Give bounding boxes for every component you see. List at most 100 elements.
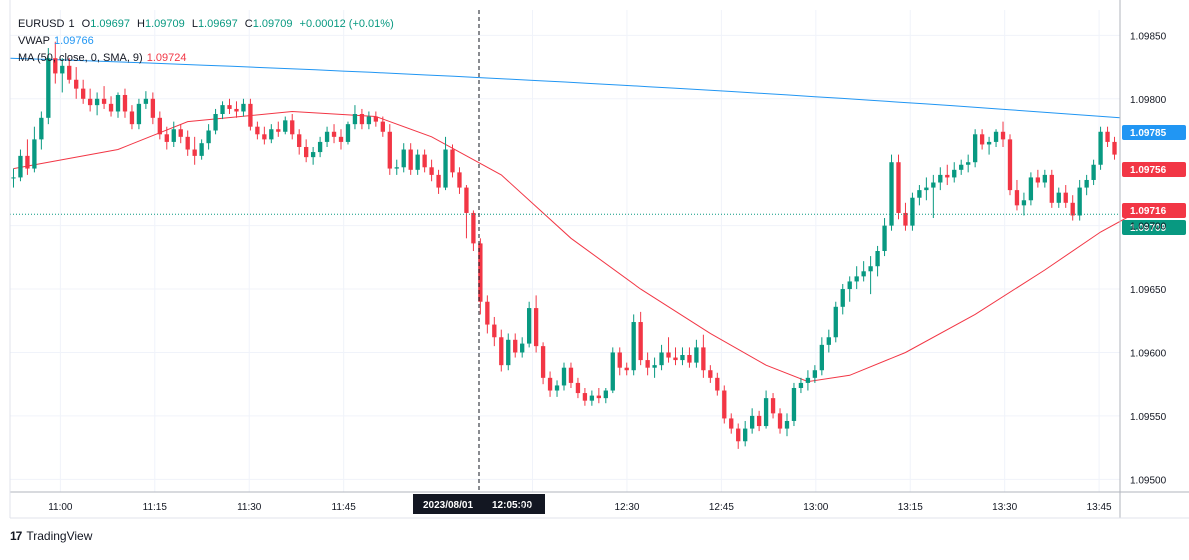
candle-body: [74, 79, 79, 89]
candle-body: [812, 370, 818, 378]
candle-body: [304, 146, 309, 158]
candle: [283, 116, 288, 135]
candle-body: [492, 324, 497, 338]
candle-body: [269, 129, 274, 140]
candle: [638, 311, 643, 366]
candle: [1084, 174, 1089, 196]
legend-vwap[interactable]: VWAP 1.09766: [18, 34, 98, 48]
candle: [554, 380, 560, 397]
candle: [972, 129, 978, 168]
candle-body: [443, 149, 448, 188]
candle-body: [540, 346, 546, 378]
overlays-layer: 2023/08/01 12:05:00 1.09785 1.09756 1.09716 1…: [10, 10, 1186, 514]
candle: [993, 129, 999, 147]
x-axis-tick-label: 11:15: [143, 502, 168, 513]
candle-body: [241, 103, 246, 112]
candle-body: [694, 347, 699, 363]
candle: [945, 164, 950, 186]
candle: [338, 129, 344, 150]
candle: [373, 111, 379, 127]
candle-body: [603, 390, 608, 399]
candle-body: [763, 398, 769, 427]
candle: [415, 149, 420, 175]
candle: [269, 124, 274, 144]
candle-body: [81, 88, 86, 99]
candle-body: [1042, 174, 1047, 183]
candle-body: [854, 276, 859, 282]
candle: [366, 111, 372, 130]
footer-brand[interactable]: 17 TradingView: [10, 529, 92, 543]
candle: [547, 371, 553, 397]
candle: [582, 387, 588, 406]
candle: [840, 283, 845, 315]
candle: [304, 139, 309, 163]
candle-body: [352, 114, 358, 125]
candle: [324, 126, 330, 147]
candle-body: [784, 420, 790, 429]
ma-layer: [13, 110, 1150, 383]
y-axis-tick-label: 1.09550: [1130, 412, 1167, 423]
candle: [87, 88, 93, 112]
y-axis-tick-label: 1.09650: [1130, 285, 1167, 296]
candle-body: [582, 393, 588, 401]
footer-brand-label: TradingView: [26, 529, 93, 543]
candle: [206, 124, 211, 150]
candle-body: [826, 337, 831, 345]
candle: [722, 385, 727, 424]
candle-body: [87, 98, 93, 106]
candle-body: [262, 134, 267, 140]
candle-body: [450, 149, 455, 173]
candle-body: [924, 187, 929, 191]
candle-body: [415, 154, 420, 170]
candle-body: [624, 367, 629, 371]
legend-low: 1.09697: [197, 18, 238, 30]
candle-body: [297, 134, 302, 147]
candle: [136, 98, 142, 130]
x-axis-tick-label: 12:15: [520, 502, 545, 513]
candle: [436, 169, 441, 194]
x-axis-tick-label: 12:45: [709, 502, 734, 513]
candle-body: [387, 131, 392, 169]
candle-body: [1014, 190, 1020, 206]
candle-body: [67, 65, 72, 80]
candle: [931, 174, 936, 219]
candle-body: [561, 367, 567, 386]
candle-body: [1084, 179, 1089, 188]
candle: [791, 382, 797, 427]
candle: [1007, 134, 1013, 196]
legend-ma-label: MA (50, close, 0, SMA, 9): [18, 52, 143, 64]
candle: [185, 130, 190, 156]
candle-body: [185, 136, 190, 150]
candle-body: [60, 65, 65, 74]
candle-body: [94, 98, 100, 106]
candle: [986, 136, 992, 155]
candle-body: [652, 365, 657, 368]
candle-body: [1112, 141, 1117, 155]
candle: [596, 387, 602, 404]
legend-high-label: H: [137, 18, 145, 30]
candle-body: [743, 428, 748, 442]
candle-body: [471, 212, 476, 244]
legend-low-label: L: [191, 18, 198, 30]
candle-body: [53, 58, 58, 74]
candle: [513, 333, 518, 358]
candle: [1035, 169, 1041, 188]
legend-ma[interactable]: MA (50, close, 0, SMA, 9) 1.09724: [18, 51, 190, 65]
candle: [777, 408, 783, 434]
candle-body: [46, 58, 51, 118]
candle: [1098, 126, 1103, 170]
candle: [833, 301, 838, 343]
x-axis-tick-label: 11:45: [332, 502, 357, 513]
candle-body: [819, 344, 824, 371]
candle: [60, 58, 65, 93]
candle-body: [227, 105, 232, 109]
candle: [763, 390, 769, 429]
candle-body: [401, 149, 406, 168]
candle: [1014, 179, 1020, 211]
candle: [74, 67, 79, 99]
candle: [610, 347, 615, 394]
candle-body: [833, 306, 838, 338]
candle-body: [889, 162, 894, 226]
